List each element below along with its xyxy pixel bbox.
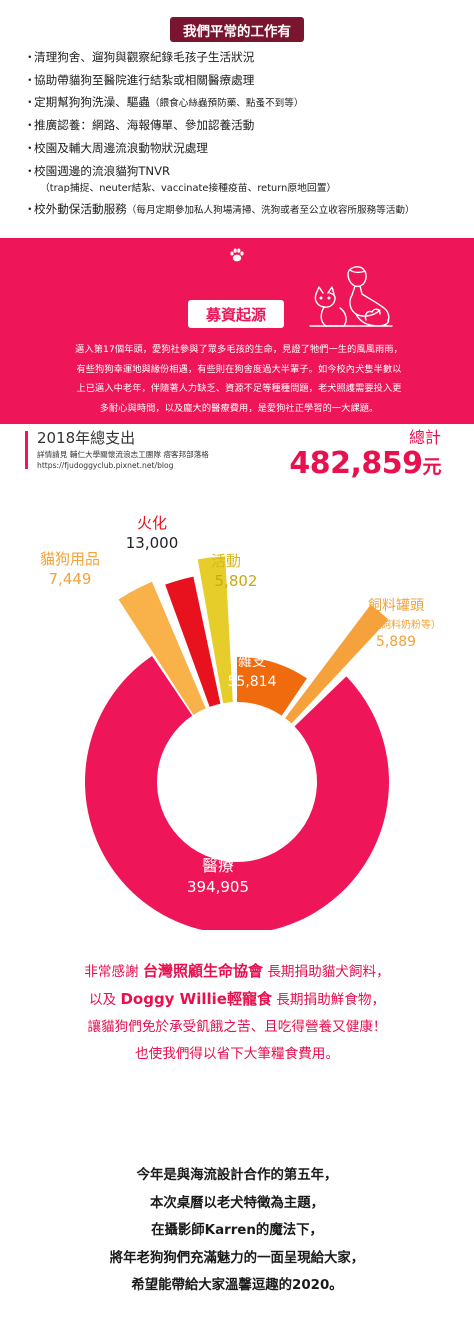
work-section-title: 我們平常的工作有 <box>170 17 304 42</box>
donut-hole <box>157 702 317 862</box>
work-item-text: 校園及輔大周邊流浪動物狀況處理 <box>34 140 208 155</box>
work-item: ・校外動保活動服務（每月定期參加私人狗場清掃、洗狗或者至公立收容所服務等活動） <box>24 202 464 218</box>
work-item: ・校園週邊的流浪貓狗TNVR （trap捕捉、neuter結紮、vaccinate… <box>24 164 464 196</box>
fundraising-title: 募資起源 <box>188 300 284 328</box>
bullet-icon: ・ <box>24 140 36 155</box>
closing-line: 將年老狗狗們充滿魅力的一面呈現給大家， <box>109 1250 365 1266</box>
medical-value: 394,905 <box>187 878 249 896</box>
thanks-block: 非常感謝 台灣照顧生命協會 長期捐助貓犬飼料， 以及 Doggy Willie輕… <box>0 958 474 1068</box>
thanks-line: 讓貓狗們免於承受飢餓之苦、且吃得營養又健康！ <box>87 1019 387 1035</box>
fundraising-line: 上已邁入中老年，伴隨著人力缺乏、資源不足等種種問題，老犬照護需要投入更 <box>76 383 402 394</box>
work-item: ・清理狗舍、遛狗與觀察紀錄毛孩子生活狀況 <box>24 50 464 66</box>
work-item: ・協助帶貓狗至醫院進行結紮或相關醫療處理 <box>24 73 464 89</box>
medical-label: 醫療 <box>202 856 234 875</box>
feed-value: 5,889 <box>376 634 416 650</box>
sponsor-name: Doggy Willie輕寵食 <box>120 990 272 1008</box>
sponsor-name: 台灣照顧生命協會 <box>143 962 264 980</box>
slice-2 <box>165 576 221 707</box>
thanks-line: 非常感謝 台灣照顧生命協會 長期捐助貓犬飼料， <box>0 958 474 986</box>
fundraising-line: 有些狗狗幸運地與緣份相遇，有些則在狗舍度過大半輩子。如今校內犬隻半數以 <box>76 363 402 375</box>
slice-medical <box>85 655 389 930</box>
closing-line: 本次桌曆以老犬特徵為主題， <box>149 1195 325 1211</box>
work-item-text: 校外動保活動服務 <box>34 202 127 217</box>
bullet-icon: ・ <box>24 163 36 178</box>
activity-label: 活動 <box>211 552 241 570</box>
thanks-text: 以及 <box>88 992 121 1008</box>
paw-icon <box>230 248 244 262</box>
fundraising-band <box>0 238 474 424</box>
work-item-text: 清理狗舍、遛狗與觀察紀錄毛孩子生活狀況 <box>34 50 255 64</box>
supplies-label: 貓狗用品 <box>40 550 100 568</box>
work-item: ・定期幫狗狗洗澡、驅蟲（餵食心絲蟲預防藥、點蚤不到等） <box>24 95 464 111</box>
work-list: ・清理狗舍、遛狗與觀察紀錄毛孩子生活狀況 ・協助帶貓狗至醫院進行結紮或相關醫療處… <box>24 50 464 225</box>
activity-value: 5,802 <box>215 572 258 590</box>
thanks-line: 也使我們得以省下大筆糧食費用。 <box>135 1046 339 1062</box>
closing-line: 希望能帶給大家溫馨逗趣的2020。 <box>131 1278 343 1293</box>
slice-3 <box>197 556 233 704</box>
total-label: 總計 <box>408 428 441 447</box>
work-item-text: 校園週邊的流浪貓狗TNVR <box>34 163 171 178</box>
thanks-text: 非常感謝 <box>84 964 143 980</box>
bullet-icon: ・ <box>24 72 36 87</box>
fundraising-line: 邁入第17個年頭，愛狗社參與了眾多毛孩的生命，見證了牠們一生的風風雨雨， <box>75 344 403 355</box>
slice-4 <box>237 657 307 716</box>
blog-link[interactable]: https://fjudoggyclub.pixnet.net/blog <box>37 461 174 470</box>
total-value: 482,859 <box>289 446 423 481</box>
expense-source: 詳情請見 輔仁大學關懷流浪志工團隊 痞客邦部落格 <box>37 450 209 459</box>
thanks-text: 長期捐助貓犬飼料， <box>263 964 390 980</box>
fundraising-text: 邁入第17個年頭，愛狗社參與了眾多毛孩的生命，見證了牠們一生的風風雨雨， 有些狗… <box>52 340 426 418</box>
bullet-icon: ・ <box>24 202 36 217</box>
closing-line: 今年是與海流設計合作的第五年， <box>136 1168 338 1183</box>
bullet-icon: ・ <box>24 95 36 110</box>
total-amount: 482,859元 <box>289 446 441 481</box>
work-item-text: 推廣認養：網路、海報傳單、參加認養活動 <box>34 118 255 133</box>
feed-label: 飼料罐頭 <box>368 598 424 614</box>
expense-title: 2018年總支出 <box>37 429 136 447</box>
total-unit: 元 <box>422 456 441 478</box>
bullet-icon: ・ <box>24 118 36 133</box>
misc-value: 55,814 <box>228 674 277 690</box>
bullet-icon: ・ <box>24 50 36 64</box>
work-item-note: （餵食心絲蟲預防藥、點蚤不到等） <box>149 98 304 110</box>
accent-bar <box>25 431 28 469</box>
slice-1 <box>118 581 206 715</box>
supplies-value: 7,449 <box>49 570 92 588</box>
misc-label: 雜支 <box>238 654 266 670</box>
work-item-subnote: （trap捕捉、neuter結紮、vaccinate接種疫苗、return原地回… <box>40 183 337 195</box>
expense-donut-chart: 醫療 394,905 貓狗用品 7,449 火化 13,000 活動 5,802 雜支 55,81… <box>40 514 441 930</box>
slice-5 <box>285 604 389 724</box>
work-item-text: 協助帶貓狗至醫院進行結紮或相關醫療處理 <box>34 72 255 87</box>
work-item: ・推廣認養：網路、海報傳單、參加認養活動 <box>24 118 464 134</box>
thanks-line: 以及 Doggy Willie輕寵食 長期捐助鮮食物， <box>0 986 474 1014</box>
thanks-text: 長期捐助鮮食物， <box>271 992 386 1008</box>
closing-line: 在攝影師Karren的魔法下， <box>151 1223 323 1238</box>
work-item: ・校園及輔大周邊流浪動物狀況處理 <box>24 141 464 157</box>
fundraising-line: 多耐心與時間，以及龐大的醫療費用，是愛狗社正學習的一大課題。 <box>99 402 379 414</box>
cremation-value: 13,000 <box>126 534 179 552</box>
cremation-label: 火化 <box>137 514 167 532</box>
feed-note: （罐頭飼料奶粉等） <box>351 618 441 631</box>
work-item-note: （每月定期參加私人狗場清掃、洗狗或者至公立收容所服務等活動） <box>126 205 415 217</box>
work-item-text: 定期幫狗狗洗澡、驅蟲 <box>34 95 150 110</box>
closing-block: 今年是與海流設計合作的第五年， 本次桌曆以老犬特徵為主題， 在攝影師Karren… <box>0 1162 474 1300</box>
girl-with-pets-illustration <box>309 266 393 327</box>
